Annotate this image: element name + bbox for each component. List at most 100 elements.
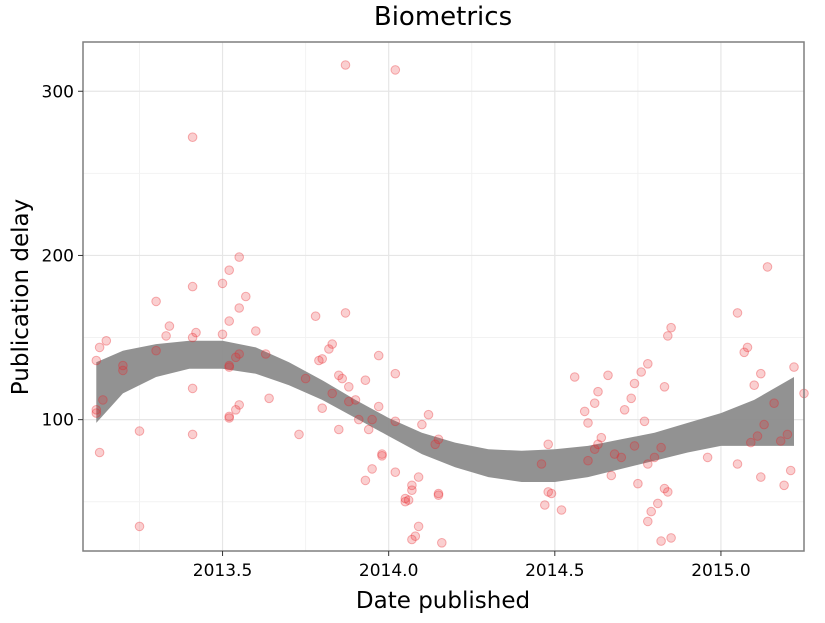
data-point bbox=[789, 362, 799, 372]
data-point bbox=[546, 488, 557, 499]
data-point bbox=[732, 459, 743, 469]
data-point bbox=[540, 500, 550, 510]
data-point bbox=[742, 342, 753, 353]
data-point bbox=[340, 60, 351, 70]
data-point bbox=[337, 373, 348, 384]
data-point bbox=[354, 414, 364, 425]
data-point bbox=[161, 331, 171, 341]
data-point bbox=[327, 388, 338, 399]
data-point bbox=[224, 413, 234, 423]
data-point bbox=[746, 437, 756, 448]
data-point bbox=[118, 360, 128, 371]
x-tick-label: 2015.0 bbox=[691, 561, 750, 581]
data-point bbox=[433, 490, 444, 501]
data-point bbox=[187, 332, 198, 343]
data-point bbox=[413, 521, 424, 532]
data-point bbox=[579, 406, 590, 417]
plot-panel bbox=[83, 42, 804, 551]
data-point bbox=[433, 434, 444, 445]
data-point bbox=[430, 439, 441, 450]
data-point bbox=[224, 360, 234, 371]
data-point bbox=[775, 436, 786, 446]
data-point bbox=[191, 327, 201, 338]
data-point bbox=[224, 265, 234, 276]
data-point bbox=[633, 478, 643, 489]
data-point bbox=[317, 354, 328, 364]
data-point bbox=[536, 459, 547, 469]
x-tick-label: 2014.0 bbox=[359, 561, 418, 581]
data-point bbox=[732, 308, 743, 318]
data-point bbox=[603, 370, 613, 381]
data-point bbox=[403, 495, 414, 505]
data-point bbox=[653, 498, 663, 509]
data-point bbox=[433, 488, 444, 499]
data-point bbox=[782, 429, 793, 440]
data-point bbox=[231, 405, 241, 415]
data-point bbox=[779, 480, 789, 491]
data-point bbox=[91, 408, 102, 418]
data-point bbox=[234, 252, 244, 262]
data-point bbox=[762, 262, 773, 272]
data-point bbox=[656, 536, 666, 546]
data-point bbox=[234, 303, 244, 313]
y-axis-label: Publication delay bbox=[8, 199, 34, 395]
data-point bbox=[367, 414, 377, 425]
data-point bbox=[224, 316, 234, 326]
data-point bbox=[334, 424, 344, 435]
data-point bbox=[224, 411, 234, 422]
data-point bbox=[589, 444, 600, 455]
data-point bbox=[91, 405, 102, 415]
data-point bbox=[589, 398, 600, 409]
data-point bbox=[390, 65, 401, 75]
data-point bbox=[417, 419, 427, 430]
data-point bbox=[317, 403, 328, 414]
data-point bbox=[234, 400, 244, 410]
data-point bbox=[134, 521, 145, 532]
data-point bbox=[593, 439, 603, 450]
data-point bbox=[390, 368, 401, 379]
data-point bbox=[264, 393, 274, 404]
data-point bbox=[344, 396, 354, 407]
data-point bbox=[785, 465, 796, 476]
data-point bbox=[118, 365, 128, 376]
data-point bbox=[410, 531, 421, 542]
data-point bbox=[340, 308, 351, 318]
data-point bbox=[626, 393, 637, 404]
data-point bbox=[187, 429, 198, 440]
data-point bbox=[98, 395, 108, 405]
data-point bbox=[94, 342, 105, 353]
data-point bbox=[593, 386, 603, 397]
data-point bbox=[151, 296, 161, 307]
data-point bbox=[569, 372, 580, 382]
data-point bbox=[659, 382, 670, 392]
data-point bbox=[769, 398, 779, 409]
data-point bbox=[260, 349, 271, 359]
data-point bbox=[756, 472, 766, 482]
data-point bbox=[400, 493, 411, 504]
data-point bbox=[583, 418, 593, 428]
y-tick-label: 300 bbox=[42, 82, 74, 102]
data-point bbox=[367, 464, 377, 474]
data-point bbox=[324, 344, 334, 354]
grid bbox=[83, 42, 804, 551]
x-axis-ticks: 2013.5 2014.0 2014.5 2015.0 bbox=[193, 551, 751, 581]
data-point bbox=[377, 449, 387, 459]
x-tick-label: 2014.5 bbox=[525, 561, 584, 581]
data-point bbox=[373, 350, 384, 361]
data-point bbox=[187, 281, 198, 292]
data-point bbox=[94, 447, 105, 458]
data-point bbox=[151, 345, 161, 356]
data-point bbox=[666, 322, 676, 333]
data-point bbox=[759, 419, 769, 430]
data-point bbox=[423, 409, 434, 420]
data-point bbox=[437, 538, 447, 548]
data-point bbox=[187, 132, 198, 142]
data-point bbox=[606, 470, 617, 481]
data-point bbox=[656, 442, 666, 453]
data-point bbox=[619, 405, 630, 415]
confidence-band bbox=[96, 340, 795, 482]
data-point bbox=[629, 441, 640, 451]
data-point bbox=[251, 326, 261, 336]
y-axis-ticks: 100 200 300 bbox=[42, 82, 83, 431]
